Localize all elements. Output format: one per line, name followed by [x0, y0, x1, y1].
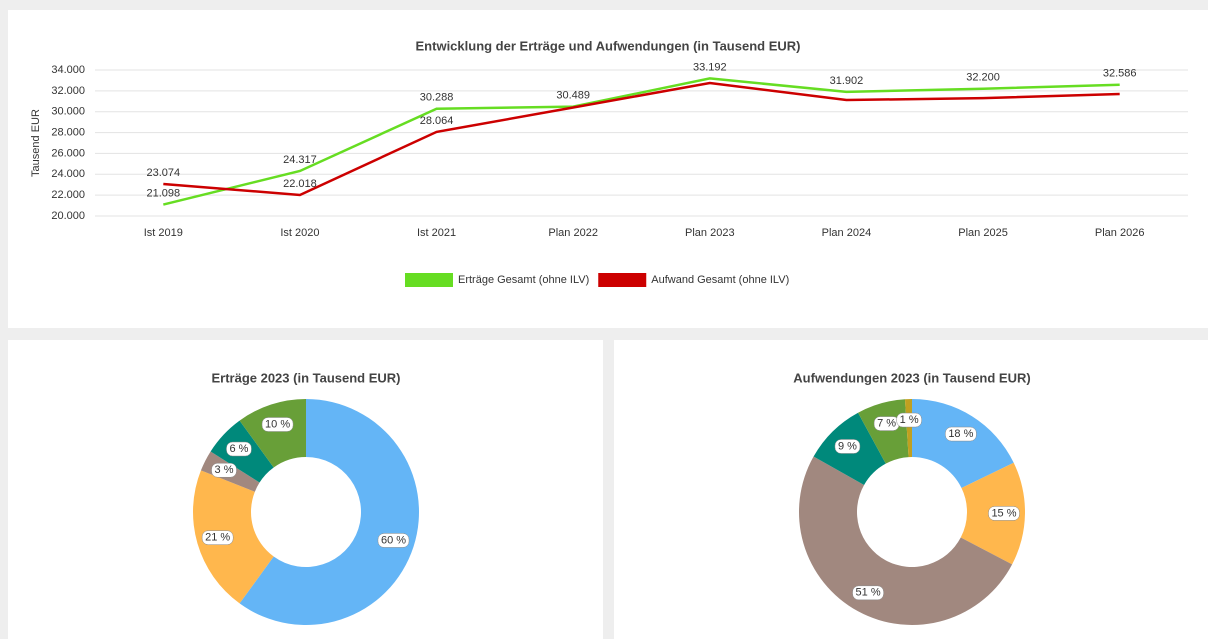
data-label: 18 %: [948, 428, 973, 440]
data-label: 28.064: [420, 115, 454, 127]
y-tick-label: 22.000: [51, 189, 85, 201]
slice: [239, 399, 306, 468]
data-label: 30.288: [420, 92, 454, 104]
x-tick-label: Ist 2020: [280, 227, 319, 239]
data-label: 21.098: [146, 187, 180, 199]
legend-swatch: [405, 273, 453, 287]
data-label: 51 %: [856, 587, 881, 599]
slice: [239, 399, 419, 625]
data-label: 30.489: [556, 90, 590, 102]
data-label: 60 %: [381, 534, 406, 546]
slice: [912, 399, 1014, 489]
x-tick-label: Plan 2026: [1095, 227, 1145, 239]
label-bg: [896, 412, 922, 428]
data-label: 3 %: [215, 464, 234, 476]
y-tick-label: 34.000: [51, 64, 85, 76]
y-tick-label: 32.000: [51, 85, 85, 97]
data-label: 24.317: [283, 154, 317, 166]
chart-title: Erträge 2023 (in Tausend EUR): [211, 370, 400, 385]
data-label: 10 %: [265, 418, 290, 430]
legend-swatch: [598, 273, 647, 287]
data-label: 7 %: [877, 417, 896, 429]
y-tick-label: 28.000: [51, 126, 85, 138]
legend-label: Erträge Gesamt (ohne ILV): [458, 274, 589, 286]
chart-title: Entwicklung der Erträge und Aufwendungen…: [416, 38, 801, 53]
data-label: 6 %: [229, 443, 248, 455]
x-tick-label: Plan 2022: [548, 227, 598, 239]
label-bg: [988, 506, 1020, 521]
data-label: 31.902: [830, 75, 864, 87]
data-label: 9 %: [838, 440, 857, 452]
data-label: 15 %: [991, 507, 1016, 519]
data-label: 33.192: [693, 61, 727, 73]
y-axis-label: Tausend EUR: [30, 109, 42, 177]
y-tick-label: 26.000: [51, 147, 85, 159]
slice: [798, 456, 1013, 626]
chart-title: Aufwendungen 2023 (in Tausend EUR): [793, 370, 1030, 385]
series-line: [163, 77, 1120, 206]
data-label: 32.200: [966, 72, 1000, 84]
x-tick-label: Ist 2019: [144, 227, 183, 239]
legend-label: Aufwand Gesamt (ohne ILV): [651, 274, 789, 286]
data-label: 32.586: [1103, 68, 1137, 80]
label-bg: [261, 417, 294, 432]
label-bg: [852, 585, 884, 601]
label-bg: [226, 441, 252, 457]
x-tick-label: Plan 2023: [685, 227, 735, 239]
label-bg: [834, 439, 861, 454]
x-tick-label: Plan 2025: [958, 227, 1008, 239]
y-tick-label: 30.000: [51, 106, 85, 118]
label-bg: [201, 530, 234, 545]
label-bg: [377, 533, 410, 548]
y-tick-label: 24.000: [51, 168, 85, 180]
label-bg: [211, 462, 237, 478]
data-label: 23.074: [146, 167, 180, 179]
data-label: 21 %: [205, 532, 230, 544]
x-tick-label: Ist 2021: [417, 227, 456, 239]
data-label: 1 %: [900, 414, 919, 426]
x-tick-label: Plan 2024: [822, 227, 872, 239]
data-label: 22.018: [283, 178, 317, 190]
series-line: [163, 81, 1120, 197]
slice: [858, 399, 909, 464]
y-tick-label: 20.000: [51, 210, 85, 222]
label-bg: [945, 426, 977, 442]
